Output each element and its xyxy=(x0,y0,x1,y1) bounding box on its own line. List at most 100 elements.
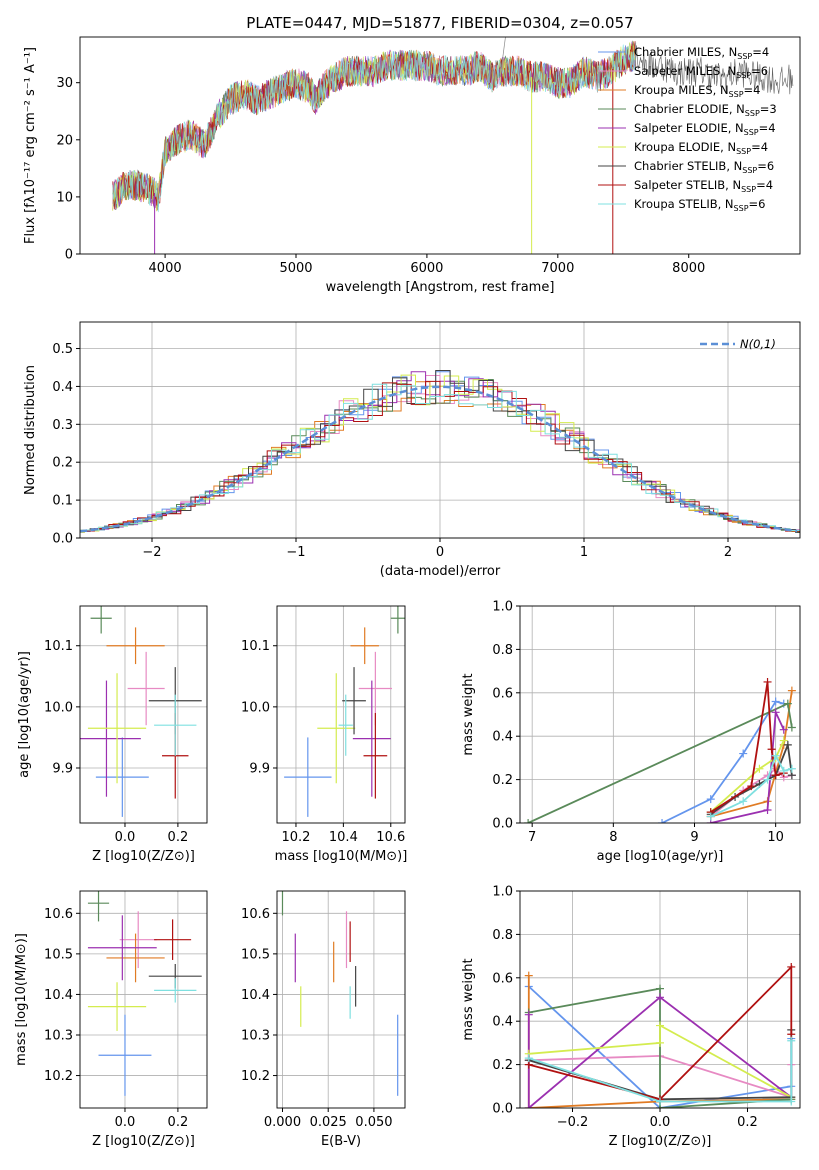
legend-entry: N(0,1) xyxy=(740,337,776,351)
weight-marker xyxy=(524,1010,533,1019)
y-tick-label: 10.0 xyxy=(241,700,270,715)
weight-marker xyxy=(779,725,788,734)
data-point xyxy=(80,680,141,797)
x-tick-label: 10.2 xyxy=(281,830,310,845)
weight-marker xyxy=(656,993,664,1002)
y-tick-label: 0.4 xyxy=(492,730,513,745)
legend-entry: Chabrier STELIB, NSSP=6 xyxy=(634,159,774,175)
x-tick-label: 0.000 xyxy=(264,1115,301,1130)
legend-entry: Chabrier MILES, NSSP=4 xyxy=(634,45,769,61)
weight-marker xyxy=(787,1036,796,1045)
mass-vs-Z-panel: 0.0 0.2 10.2 10.3 10.4 10.5 10.6 Z [log10(Z/Z⊙)… xyxy=(14,890,208,1149)
x-axis-label: mass [log10(M/M⊙)] xyxy=(275,849,408,864)
data-point xyxy=(106,933,165,983)
weight-marker xyxy=(524,1054,533,1063)
y-axis-label: Flux [fλ10⁻¹⁷ erg cm⁻² s⁻¹ A⁻¹] xyxy=(23,47,38,244)
y-tick-label: 0.6 xyxy=(492,971,513,986)
data-point xyxy=(87,982,147,1031)
x-tick-label: 0.0 xyxy=(115,830,136,845)
weight-marker xyxy=(706,795,715,804)
y-tick-label: 9.9 xyxy=(249,761,270,776)
y-tick-label: 1.0 xyxy=(492,600,513,615)
x-tick-label: 0.025 xyxy=(310,1115,347,1130)
y-tick-label: 0 xyxy=(65,248,73,263)
weight-marker xyxy=(771,771,780,780)
data-point xyxy=(363,712,388,799)
weight-vs-Z-panel: −0.2 0.0 0.2 0.0 0.2 0.4 0.6 0.8 1.0 Z [log10(Z/Z… xyxy=(461,885,801,1149)
x-tick-label: 0.2 xyxy=(168,1115,189,1130)
legend-entry: Salpeter MILES, NSSP=6 xyxy=(634,64,768,80)
y-tick-label: 9.9 xyxy=(52,761,73,776)
axes-frame xyxy=(79,605,208,824)
legend-entry: Kroupa MILES, NSSP=4 xyxy=(634,83,760,99)
weight-marker xyxy=(763,677,772,686)
data-point xyxy=(127,651,165,726)
weight-series-line xyxy=(710,740,785,813)
data-point xyxy=(154,919,192,960)
y-tick-label: 10.2 xyxy=(241,1069,270,1084)
axes-frame xyxy=(519,605,801,824)
x-axis-label: age [log10(age/yr)] xyxy=(597,849,724,864)
age-vs-Z-panel: 0.0 0.2 9.9 10.0 10.1 Z [log10(Z/Z⊙)] age [log… xyxy=(17,605,208,864)
legend-entry: Kroupa STELIB, NSSP=6 xyxy=(634,197,765,213)
residual-histograms xyxy=(80,370,800,533)
data-point xyxy=(87,891,110,922)
data-point xyxy=(95,737,149,817)
weight-marker xyxy=(787,723,796,732)
axes-frame xyxy=(79,890,208,1109)
x-tick-label: 5000 xyxy=(279,261,312,276)
weight-marker xyxy=(783,699,792,708)
y-tick-label: 0.1 xyxy=(52,494,73,509)
legend-entry: Salpeter ELODIE, NSSP=4 xyxy=(634,121,776,137)
weight-marker xyxy=(739,797,748,806)
y-tick-label: 10.4 xyxy=(241,988,270,1003)
x-tick-label: 0.2 xyxy=(168,830,189,845)
x-tick-label: −1 xyxy=(286,545,305,560)
y-tick-label: 10.6 xyxy=(241,907,270,922)
weight-marker xyxy=(524,1104,533,1108)
y-tick-label: 10 xyxy=(56,190,73,205)
weight-marker xyxy=(783,740,792,749)
y-tick-label: 0.0 xyxy=(492,1102,513,1117)
data-point xyxy=(350,627,379,665)
x-axis-label: Z [log10(Z/Z⊙)] xyxy=(92,849,195,864)
y-tick-label: 0.2 xyxy=(52,456,73,471)
legend-entry: Salpeter STELIB, NSSP=4 xyxy=(634,178,773,194)
y-tick-label: 10.1 xyxy=(241,639,270,654)
y-tick-label: 0.2 xyxy=(492,1058,513,1073)
axes-frame xyxy=(79,36,801,255)
y-tick-label: 1.0 xyxy=(492,885,513,900)
weight-marker xyxy=(739,749,748,758)
weight-series-line xyxy=(710,690,793,818)
y-tick-label: 10.3 xyxy=(241,1028,270,1043)
weight-marker xyxy=(524,971,533,980)
x-tick-label: 0.0 xyxy=(115,1115,136,1130)
mass-vs-ebv-panel: 0.000 0.025 0.050 10.2 10.3 10.4 10.5 10.6 E(B-V… xyxy=(241,890,406,1149)
axes-frame xyxy=(276,605,406,824)
y-tick-label: 10.0 xyxy=(44,700,73,715)
weight-marker xyxy=(747,782,756,791)
weight-marker xyxy=(524,819,533,823)
x-axis-label: Z [log10(Z/Z⊙)] xyxy=(92,1134,195,1149)
y-tick-label: 10.1 xyxy=(44,639,73,654)
age-vs-mass-panel: 10.2 10.4 10.6 9.9 10.0 10.1 mass [log10(M/M⊙)… xyxy=(241,605,408,864)
y-axis-label: mass [log10(M/M⊙)] xyxy=(14,933,29,1066)
data-point xyxy=(90,606,112,634)
legend-entry: Chabrier ELODIE, NSSP=3 xyxy=(634,102,777,118)
spectrum-series-line xyxy=(112,42,637,212)
x-axis-label: (data-model)/error xyxy=(380,564,501,579)
weight-marker xyxy=(706,812,715,821)
y-tick-label: 0.4 xyxy=(52,380,73,395)
axes-frame xyxy=(276,890,406,1109)
x-tick-label: 9 xyxy=(690,830,698,845)
x-tick-label: 10 xyxy=(767,830,784,845)
y-tick-label: 0.8 xyxy=(492,643,513,658)
x-tick-label: 0 xyxy=(436,545,444,560)
y-axis-label: Normed distribution xyxy=(23,365,38,495)
weight-marker xyxy=(656,1021,664,1030)
y-tick-label: 0.4 xyxy=(492,1015,513,1030)
spectrum-panel: 4000 5000 6000 7000 8000 0 10 20 30 wavelength [A… xyxy=(23,14,801,295)
weight-marker xyxy=(763,805,772,814)
x-tick-label: 10.4 xyxy=(329,830,358,845)
y-tick-label: 10.4 xyxy=(44,988,73,1003)
